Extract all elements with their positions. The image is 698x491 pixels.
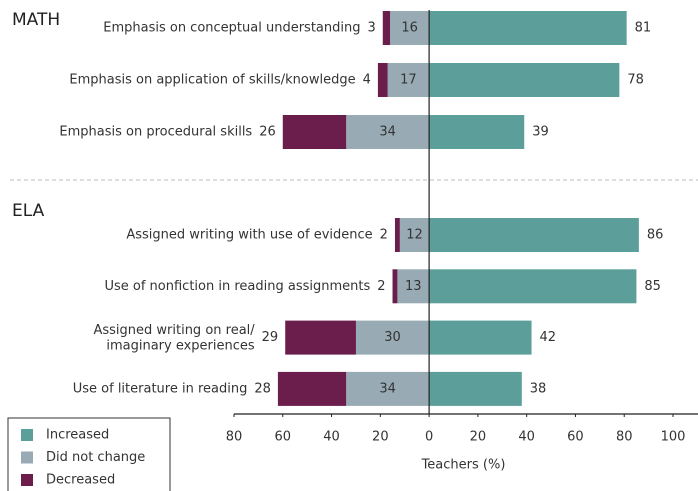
category-label: Emphasis on conceptual understanding bbox=[103, 21, 360, 36]
value-label: 30 bbox=[384, 330, 401, 345]
bar-segment bbox=[285, 320, 356, 355]
value-label: 86 bbox=[647, 228, 664, 243]
x-tick-label: 40 bbox=[518, 430, 535, 445]
bar-segment bbox=[429, 371, 522, 406]
bar-segment bbox=[387, 63, 430, 97]
bar-segment bbox=[394, 218, 400, 252]
value-label: 81 bbox=[635, 21, 652, 36]
value-label: 12 bbox=[406, 228, 423, 243]
category-label: Assigned writing on real/imaginary exper… bbox=[93, 322, 255, 353]
group-title: MATH bbox=[12, 10, 60, 30]
bar-segment bbox=[429, 218, 639, 252]
value-label: 42 bbox=[540, 330, 557, 345]
category-label: Emphasis on application of skills/knowle… bbox=[69, 73, 355, 88]
bar-segment bbox=[355, 320, 430, 355]
x-tick-label: 100 bbox=[661, 430, 686, 445]
value-label: 26 bbox=[259, 125, 276, 140]
bar-segment bbox=[390, 11, 430, 45]
bar-segment bbox=[282, 115, 347, 149]
bar-segment bbox=[377, 63, 388, 97]
x-tick-label: 80 bbox=[226, 430, 243, 445]
value-label: 29 bbox=[262, 330, 279, 345]
bar-segment bbox=[277, 371, 347, 406]
bar-segment bbox=[429, 11, 627, 45]
legend-swatch bbox=[21, 474, 33, 486]
x-tick-label: 80 bbox=[616, 430, 633, 445]
bar-segment bbox=[399, 218, 430, 252]
value-label: 16 bbox=[401, 21, 418, 36]
x-tick-label: 20 bbox=[470, 430, 487, 445]
value-label: 4 bbox=[363, 73, 371, 88]
value-label: 28 bbox=[254, 381, 271, 396]
bar-segment bbox=[429, 269, 637, 304]
value-label: 2 bbox=[377, 279, 385, 294]
value-label: 34 bbox=[379, 381, 396, 396]
legend-swatch bbox=[21, 429, 33, 441]
value-label: 17 bbox=[400, 73, 417, 88]
bar-segment bbox=[392, 269, 398, 304]
bar-segment bbox=[382, 11, 391, 45]
x-tick-label: 0 bbox=[425, 430, 433, 445]
value-label: 3 bbox=[367, 21, 375, 36]
category-label: Use of literature in reading bbox=[73, 381, 248, 396]
legend-label: Did not change bbox=[46, 450, 145, 465]
legend-swatch bbox=[21, 451, 33, 464]
group-title: ELA bbox=[12, 201, 45, 221]
x-tick-label: 60 bbox=[567, 430, 584, 445]
x-tick-label: 20 bbox=[372, 430, 389, 445]
bar-segment bbox=[397, 269, 430, 304]
bar-segment bbox=[429, 63, 620, 97]
value-label: 34 bbox=[379, 125, 396, 140]
legend-label: Increased bbox=[46, 428, 109, 443]
bar-segment bbox=[429, 115, 525, 149]
value-label: 85 bbox=[644, 279, 661, 294]
category-label: Assigned writing with use of evidence bbox=[126, 228, 372, 243]
category-label: Emphasis on procedural skills bbox=[59, 125, 252, 140]
x-tick-label: 60 bbox=[275, 430, 292, 445]
value-label: 78 bbox=[627, 73, 644, 88]
value-label: 13 bbox=[405, 279, 422, 294]
value-label: 39 bbox=[532, 125, 549, 140]
legend-label: Decreased bbox=[46, 473, 115, 488]
x-tick-label: 40 bbox=[323, 430, 340, 445]
legend-box bbox=[7, 417, 171, 491]
value-label: 2 bbox=[380, 228, 388, 243]
value-label: 38 bbox=[530, 381, 547, 396]
x-axis-label: Teachers (%) bbox=[421, 458, 506, 473]
bar-segment bbox=[346, 371, 430, 406]
bar-segment bbox=[429, 320, 532, 355]
category-label: Use of nonfiction in reading assignments bbox=[104, 279, 370, 294]
bar-segment bbox=[346, 115, 430, 149]
